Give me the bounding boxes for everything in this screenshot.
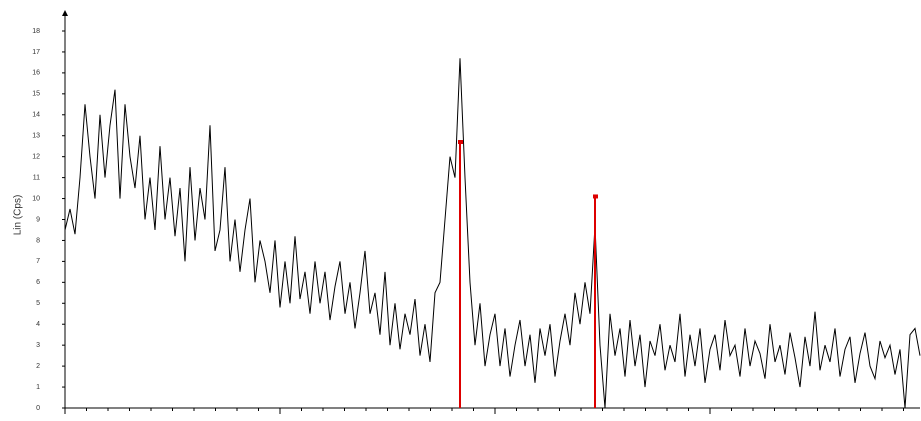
y-tick-label: 16	[32, 70, 40, 77]
y-tick-label: 11	[33, 174, 40, 181]
y-axis-label: Lin (Cps)	[13, 195, 24, 236]
y-tick-label: 15	[32, 91, 40, 98]
data-line	[64, 58, 921, 409]
y-tick-label: 18	[32, 28, 40, 35]
y-tick-label: 3	[36, 342, 40, 349]
y-tick-label: 1	[36, 384, 40, 391]
y-tick-label: 9	[36, 216, 40, 223]
y-tick-label: 14	[32, 112, 40, 119]
y-tick-label: 0	[36, 405, 40, 412]
y-tick-label: 5	[36, 300, 40, 307]
x-axis-ticks	[64, 408, 904, 414]
y-tick-label: 7	[36, 258, 40, 265]
y-tick-label: 10	[32, 195, 40, 202]
y-tick-label: 4	[36, 321, 40, 328]
reference-peak-cap	[593, 194, 598, 199]
y-tick-label: 6	[36, 279, 40, 286]
y-tick-label: 2	[36, 363, 40, 370]
y-tick-label: 8	[36, 237, 40, 244]
y-tick-label: 13	[32, 133, 40, 140]
y-tick-label: 17	[32, 49, 40, 56]
y-axis-arrow	[62, 10, 68, 16]
y-tick-label: 12	[32, 154, 40, 161]
reference-peak-cap	[458, 140, 463, 145]
